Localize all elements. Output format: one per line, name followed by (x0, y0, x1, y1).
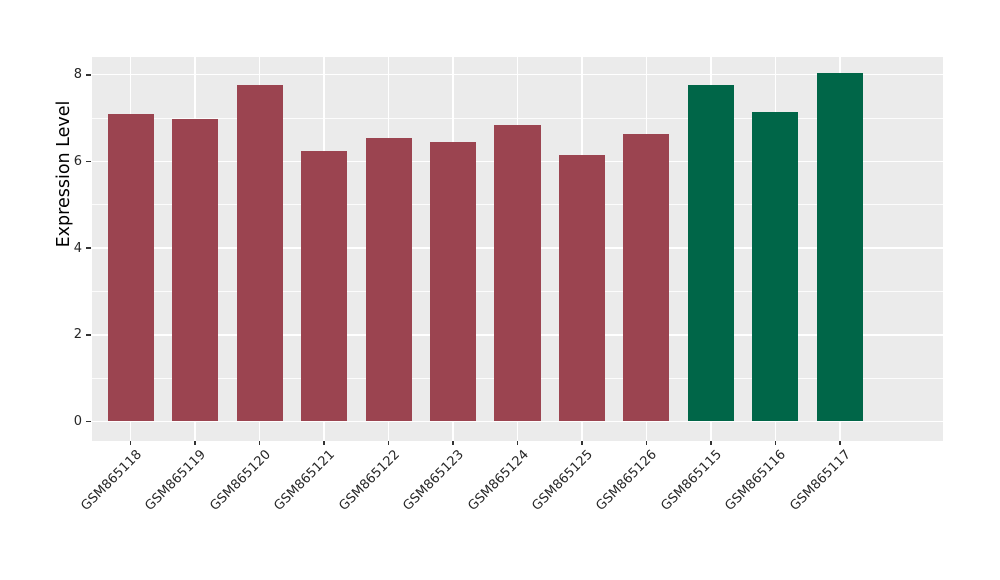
x-tick-label: GSM865118 (77, 447, 145, 514)
y-tick-label: 0 (73, 414, 82, 429)
bar (752, 111, 799, 422)
y-tick-label: 2 (73, 327, 82, 343)
bar (236, 84, 283, 422)
bar (301, 151, 348, 422)
bar (107, 113, 154, 422)
x-tick-mark (194, 441, 196, 445)
bar (623, 134, 670, 422)
x-tick-label: GSM865123 (400, 447, 467, 514)
y-tick-mark (86, 334, 91, 336)
bar (816, 73, 863, 422)
x-tick-mark (258, 441, 261, 445)
x-tick-label: GSM865124 (464, 447, 532, 514)
x-tick-mark (645, 441, 648, 445)
x-tick-label: GSM865122 (335, 447, 403, 514)
x-tick-mark (581, 441, 583, 445)
x-tick-mark (387, 441, 390, 445)
x-tick-label: GSM865119 (142, 447, 210, 514)
bar (172, 119, 219, 422)
x-tick-label: GSM865121 (271, 447, 338, 514)
x-tick-mark (774, 441, 777, 445)
bar (687, 84, 734, 422)
x-tick-mark (452, 441, 454, 445)
x-tick-label: GSM865125 (529, 447, 596, 514)
x-tick-label: GSM865120 (206, 447, 274, 514)
bar (558, 154, 605, 422)
y-tick-mark (86, 420, 91, 423)
bar (494, 124, 541, 422)
bar (429, 141, 477, 422)
plot-panel (92, 57, 943, 441)
y-tick-label: 8 (73, 67, 82, 83)
x-tick-label: GSM865115 (658, 447, 725, 514)
y-tick-mark (86, 247, 91, 249)
y-tick-mark (86, 160, 91, 163)
x-tick-mark (516, 441, 519, 445)
bar (365, 138, 412, 422)
x-tick-mark (839, 441, 841, 445)
y-tick-label: 4 (73, 240, 82, 256)
x-tick-label: GSM865116 (722, 447, 790, 514)
x-tick-mark (129, 441, 132, 445)
y-axis-title: Expression Level (54, 100, 74, 248)
x-tick-label: GSM865126 (593, 447, 661, 514)
x-tick-mark (710, 441, 712, 445)
x-tick-label: GSM865117 (787, 447, 854, 514)
x-tick-mark (323, 441, 325, 445)
y-tick-mark (86, 73, 91, 76)
y-tick-label: 6 (73, 153, 82, 169)
